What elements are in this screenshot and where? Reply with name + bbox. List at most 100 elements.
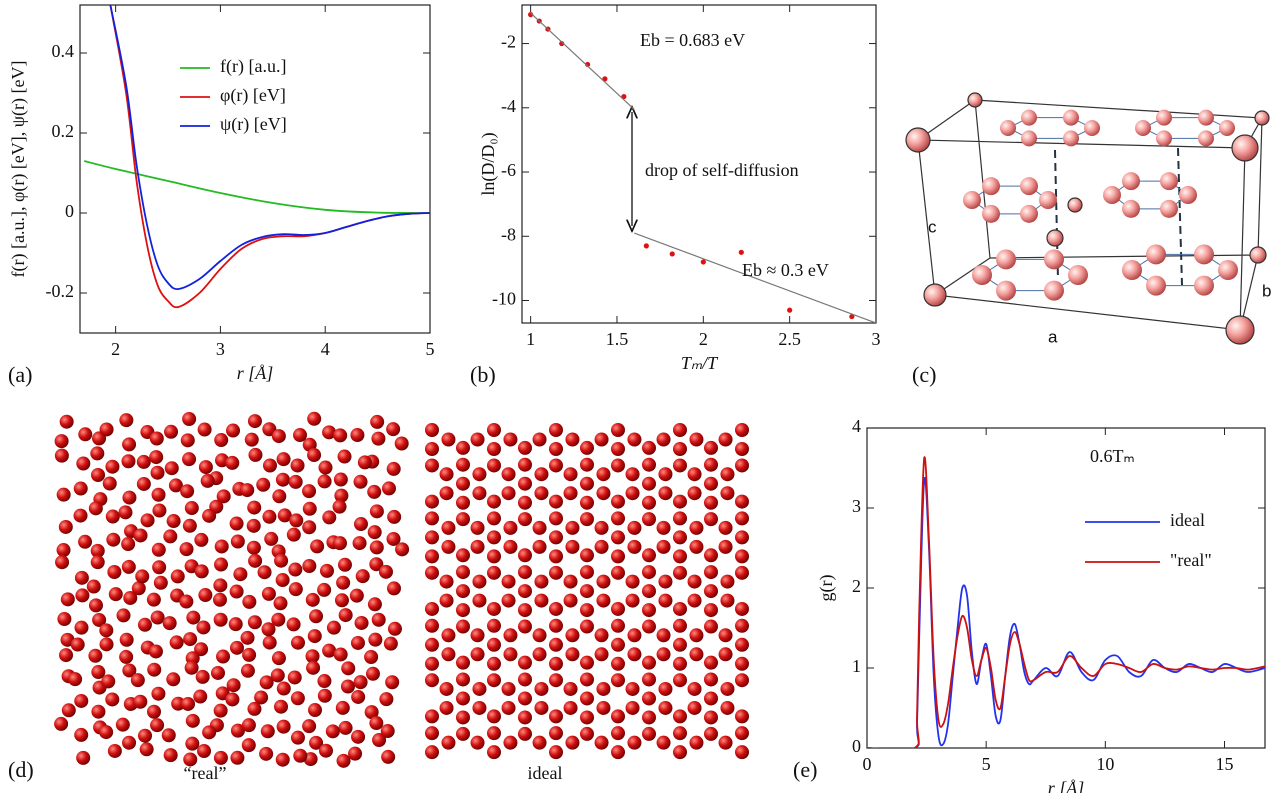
atom [351,689,366,704]
atom [378,564,393,579]
atom [487,530,501,545]
atom [456,603,470,618]
atom [383,636,398,651]
atom [394,436,409,451]
y-tick-label: 4 [852,416,861,436]
atom [611,549,625,564]
atom [673,442,687,456]
atom [673,458,687,473]
atom [318,743,333,758]
lattice-axis-label: c [928,217,937,236]
atom [735,601,749,616]
atom [336,753,351,768]
atom [425,656,439,671]
atom [501,681,516,696]
atom [379,692,394,707]
atom [147,662,162,677]
legend-label: ψ(r) [eV] [220,114,287,135]
atom [1046,229,1064,247]
atom [122,735,137,750]
legend-label: f(r) [a.u.] [220,56,286,77]
atom [704,440,718,455]
atom [123,590,138,605]
atom [74,570,89,585]
atom [549,618,563,633]
atom [487,494,501,509]
atom [325,724,340,739]
atom [456,548,470,563]
atom [720,681,735,696]
atom [260,724,275,739]
atom [642,603,656,618]
atom [456,457,470,472]
atom [596,700,611,715]
atom [611,709,625,724]
atom [99,637,114,652]
x-tick-label: 2 [699,329,708,349]
atom [425,530,439,545]
atom [1122,260,1142,280]
atom [1020,204,1038,223]
atom [503,520,518,535]
atom [642,672,656,687]
atom [596,574,611,589]
atom [642,440,656,455]
atom [1179,186,1197,204]
atom [337,557,352,572]
atom [91,704,106,719]
atom [214,539,229,554]
lattice-axis-label: b [1262,281,1271,300]
atom [213,703,228,718]
atom [354,615,369,630]
atom [386,531,401,546]
atom [439,574,454,589]
atom [658,574,673,589]
atom [720,574,735,589]
y-tick-label: 1 [852,656,861,676]
atom [735,530,749,545]
atom [334,593,349,608]
data-point [849,313,855,320]
atom [371,431,386,446]
atom [704,548,718,563]
atom [76,456,91,471]
atom [290,730,305,745]
atom [290,691,305,706]
atom [487,458,501,473]
atom [996,249,1016,270]
atom [687,681,702,696]
data-line [867,456,1265,748]
atom [487,511,501,526]
atom [439,700,454,715]
atom [704,512,718,527]
atom [611,442,625,456]
atom [642,512,656,527]
atom [487,549,501,564]
atom [658,486,673,501]
atom [1156,130,1172,147]
atom [276,452,291,467]
data-point [559,40,565,47]
atom [353,675,368,690]
atom [212,592,227,607]
atom [334,488,349,503]
atom [534,574,549,589]
atom [246,540,261,555]
atom [92,612,107,627]
atom [1156,109,1172,126]
atom [487,601,501,616]
atom [627,735,642,750]
atom [487,442,501,456]
atom [138,728,153,743]
atom [580,619,594,634]
atom [718,735,733,750]
atom [351,729,366,744]
atom [472,700,487,715]
atom [425,423,439,437]
atom [214,433,229,448]
atom [106,532,121,547]
atom [91,467,106,482]
data-point [643,243,649,249]
atom [580,672,594,687]
atom [642,726,656,741]
